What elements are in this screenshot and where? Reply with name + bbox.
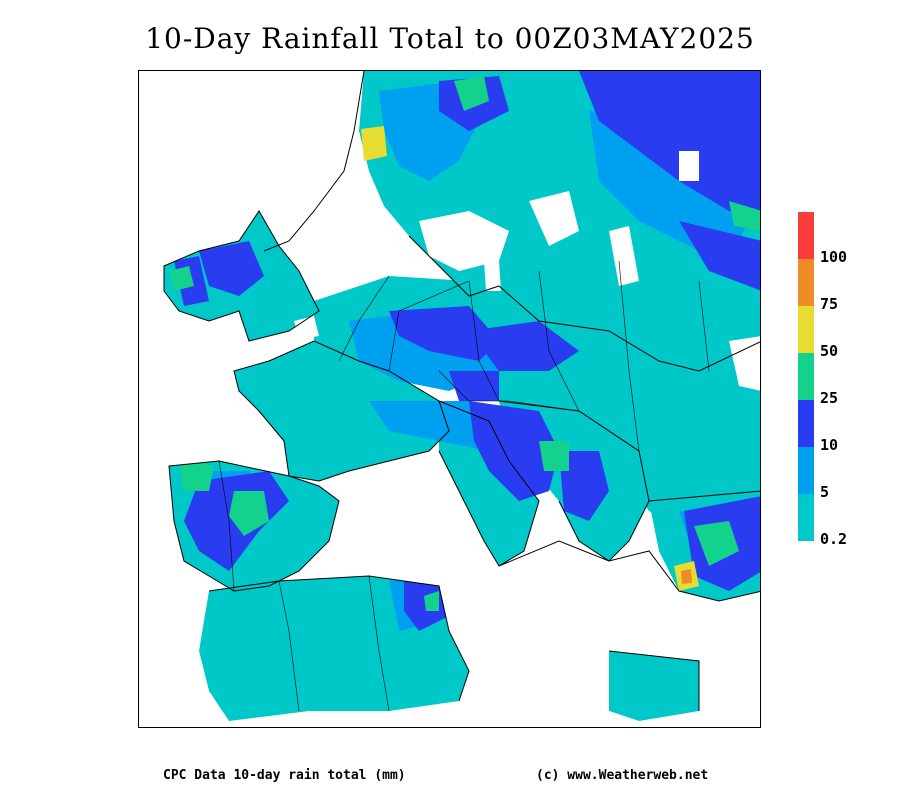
- legend-swatch: [798, 259, 814, 306]
- rainfall-map-canvas: [139, 71, 760, 727]
- rain-class-75: [681, 569, 692, 584]
- legend-swatch: [798, 494, 814, 541]
- legend-tick-label: 50: [820, 342, 839, 360]
- legend-swatch: [798, 400, 814, 447]
- sea-mask: [139, 71, 760, 727]
- data-source-caption: CPC Data 10-day rain total (mm): [163, 768, 406, 783]
- rain-class-25: [169, 76, 760, 611]
- rainfall-map: [138, 70, 761, 728]
- legend-swatch: [798, 212, 814, 259]
- legend-tick-label: 25: [820, 389, 839, 407]
- country-borders: [218, 260, 710, 712]
- legend-tick-label: 5: [820, 483, 830, 501]
- legend-color-bar: [798, 212, 814, 541]
- legend-swatch: [798, 353, 814, 400]
- legend-tick-label: 0.2: [820, 530, 848, 548]
- legend-swatch: [798, 447, 814, 494]
- credit-caption[interactable]: (c) www.Weatherweb.net: [536, 768, 709, 783]
- legend-tick-label: 75: [820, 295, 839, 313]
- map-title: 10-Day Rainfall Total to 00Z03MAY2025: [145, 22, 755, 55]
- legend-swatch: [798, 306, 814, 353]
- legend-tick-label: 10: [820, 436, 839, 454]
- legend-tick-label: 100: [820, 248, 848, 266]
